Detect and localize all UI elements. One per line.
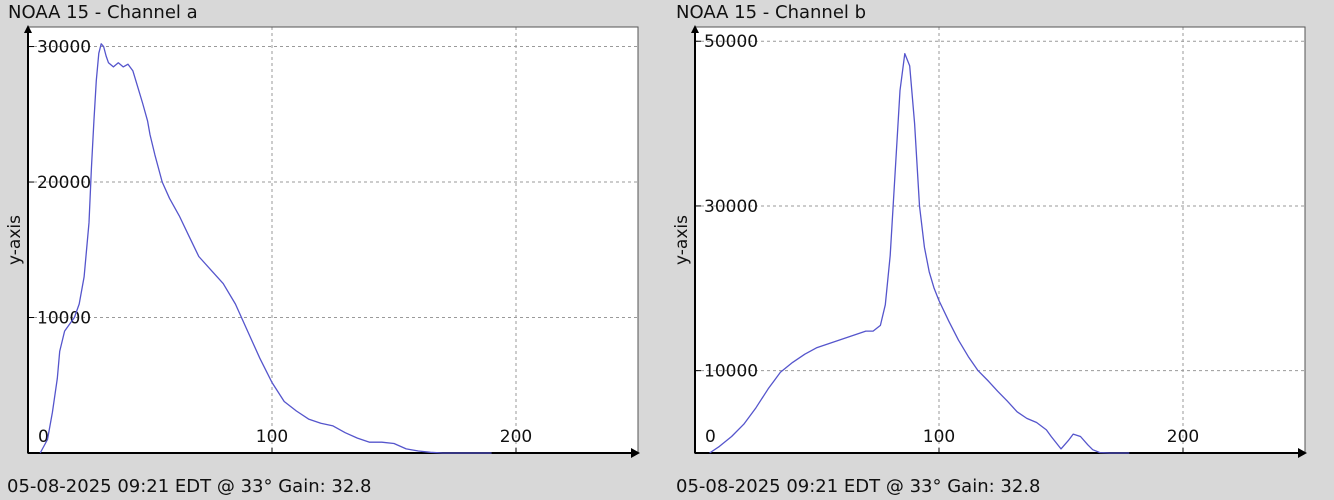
chart-plot-channel-b: 0 100 200 10000 30000 50000 y-axis: [672, 25, 1307, 458]
y-tick-label: 10000: [704, 362, 758, 382]
chart-title: NOAA 15 - Channel b: [676, 2, 867, 23]
y-tick-label: 30000: [37, 38, 91, 58]
plot-area: [695, 27, 1305, 453]
y-tick-label: 50000: [704, 32, 758, 52]
y-axis-arrow: [691, 25, 699, 33]
chart-footer: 05-08-2025 09:21 EDT @ 33° Gain: 32.8: [676, 476, 1041, 497]
x-tick-label: 0: [38, 427, 49, 447]
plot-frame: [695, 26, 1306, 453]
x-tick-label: 0: [705, 427, 716, 447]
chart-footer: 05-08-2025 09:21 EDT @ 33° Gain: 32.8: [7, 476, 372, 497]
x-tick-label: 200: [500, 427, 532, 447]
plot-area: [28, 27, 638, 453]
plot-frame: [28, 26, 639, 453]
y-tick-label: 10000: [37, 309, 91, 329]
y-axis-label: y-axis: [5, 215, 25, 265]
y-axis-arrow: [24, 25, 32, 33]
x-tick-label: 200: [1167, 427, 1199, 447]
y-tick-label: 30000: [704, 197, 758, 217]
chart-panel-channel-a: NOAA 15 - Channel a 0 100 200 10000 20000 300…: [5, 2, 640, 497]
y-tick-label: 20000: [37, 173, 91, 193]
x-axis-arrow: [631, 448, 640, 458]
x-axis-arrow: [1298, 448, 1307, 458]
x-tick-label: 100: [256, 427, 288, 447]
y-axis-label: y-axis: [672, 215, 692, 265]
x-tick-label: 100: [923, 427, 955, 447]
chart-title: NOAA 15 - Channel a: [8, 2, 198, 23]
series-line: [709, 52, 1130, 454]
chart-panel-channel-b: NOAA 15 - Channel b 0 100 200 10000 30000 500…: [667, 0, 1334, 500]
chart-plot-channel-a: 0 100 200 10000 20000 30000 y-axis: [5, 25, 640, 458]
series-line: [39, 43, 492, 454]
